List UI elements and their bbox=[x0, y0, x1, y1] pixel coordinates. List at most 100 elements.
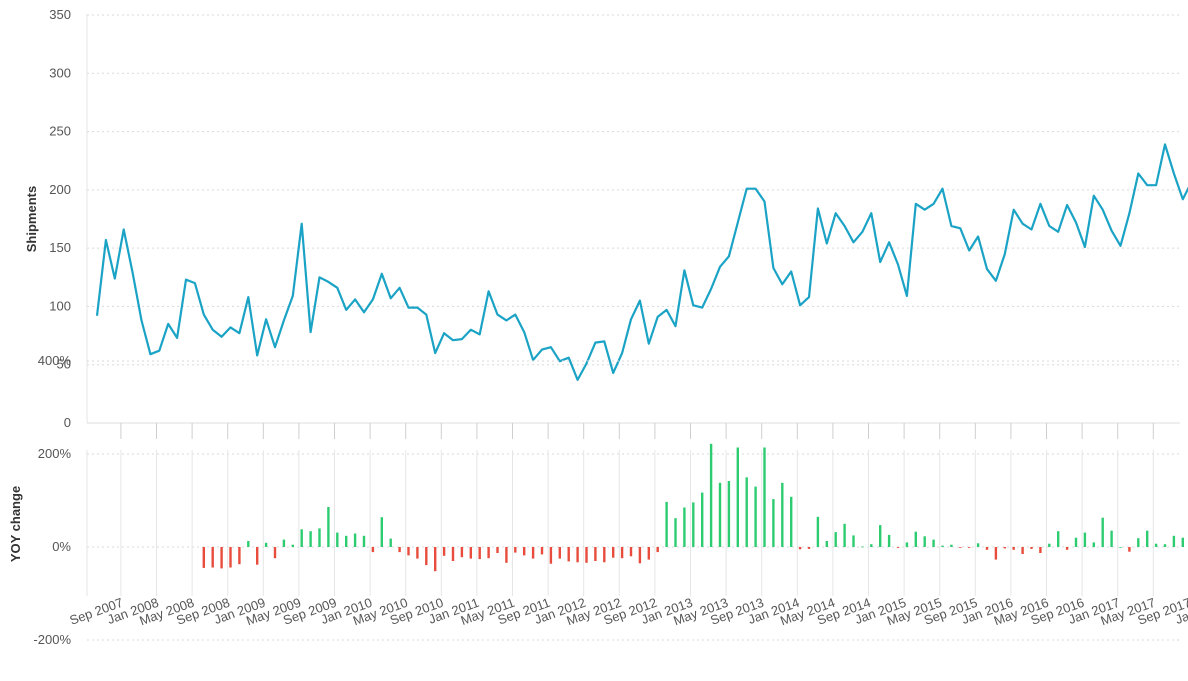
yoy-bar bbox=[1119, 547, 1122, 548]
yoy-bar bbox=[1012, 547, 1015, 550]
yoy-bar bbox=[852, 535, 855, 547]
yoy-bar bbox=[523, 547, 526, 556]
yoy-bar bbox=[505, 547, 508, 563]
yoy-bar bbox=[620, 547, 624, 559]
yoy-bar bbox=[469, 547, 472, 559]
yoy-bar bbox=[612, 547, 615, 558]
yoy-bar bbox=[442, 547, 446, 556]
y-tick-label: 100 bbox=[49, 298, 71, 313]
yoy-bar bbox=[665, 501, 668, 547]
yoy-bar bbox=[843, 523, 846, 548]
yoy-bar bbox=[1083, 532, 1087, 547]
yoy-bar bbox=[736, 447, 739, 547]
yoy-bar bbox=[1030, 547, 1033, 549]
yoy-bar bbox=[603, 547, 606, 563]
yoy-bar bbox=[968, 547, 971, 548]
yoy-bar bbox=[371, 547, 375, 553]
yoy-bar bbox=[879, 525, 882, 547]
yoy-bar bbox=[549, 547, 553, 564]
yoy-bar bbox=[273, 547, 277, 559]
yoy-bar bbox=[264, 542, 268, 547]
yoy-y-axis-label: YOY change bbox=[8, 486, 23, 562]
yoy-bar bbox=[870, 544, 873, 547]
y-tick-label: 0% bbox=[52, 539, 71, 554]
y-tick-label: 200% bbox=[38, 446, 72, 461]
y-tick-label: 200 bbox=[49, 182, 71, 197]
yoy-bar bbox=[434, 547, 437, 572]
yoy-bar bbox=[754, 486, 757, 548]
yoy-bar bbox=[514, 547, 517, 553]
yoy-bar bbox=[416, 547, 419, 559]
yoy-bar bbox=[683, 507, 686, 547]
yoy-bar bbox=[460, 547, 464, 558]
yoy-bar bbox=[950, 544, 953, 547]
yoy-bar bbox=[585, 547, 588, 563]
y-tick-label: 300 bbox=[49, 65, 71, 80]
yoy-bar bbox=[496, 547, 499, 553]
y-tick-label: -200% bbox=[33, 632, 71, 647]
yoy-bar bbox=[745, 477, 748, 548]
yoy-bar bbox=[629, 547, 633, 557]
yoy-bar bbox=[425, 547, 428, 566]
yoy-bars bbox=[202, 443, 1184, 572]
yoy-bar bbox=[932, 539, 935, 547]
yoy-bar bbox=[1092, 542, 1095, 548]
yoy-bar bbox=[478, 547, 481, 560]
shipments-y-axis-label: Shipments bbox=[24, 186, 39, 252]
yoy-bar bbox=[905, 542, 909, 548]
yoy-bar bbox=[1146, 530, 1149, 547]
yoy-bar bbox=[353, 533, 357, 547]
shipments-series-line bbox=[95, 143, 1188, 381]
yoy-bar bbox=[487, 547, 490, 559]
yoy-bar bbox=[763, 447, 766, 547]
yoy-bar bbox=[1110, 530, 1113, 547]
yoy-bar bbox=[772, 499, 775, 547]
yoy-bar bbox=[674, 518, 677, 547]
yoy-bar bbox=[1163, 544, 1167, 547]
yoy-bar bbox=[211, 547, 214, 568]
yoy-bar bbox=[727, 481, 731, 547]
yoy-bar bbox=[558, 547, 561, 559]
yoy-bar bbox=[531, 547, 535, 559]
yoy-bar bbox=[345, 535, 348, 547]
yoy-bar bbox=[229, 547, 232, 568]
y-tick-label: 0 bbox=[64, 415, 71, 430]
yoy-bar bbox=[220, 547, 223, 569]
yoy-bar bbox=[985, 547, 989, 550]
yoy-bar bbox=[1128, 547, 1131, 552]
yoy-bar bbox=[202, 547, 205, 568]
yoy-bar bbox=[701, 492, 704, 547]
yoy-bar bbox=[407, 547, 410, 556]
yoy-bar bbox=[825, 541, 828, 547]
yoy-bar bbox=[887, 534, 891, 547]
yoy-bar bbox=[318, 528, 321, 547]
yoy-bar bbox=[389, 538, 392, 547]
yoy-y-axis: 400% 200% 0% -200% bbox=[33, 353, 71, 647]
yoy-bar bbox=[807, 547, 811, 549]
yoy-gridlines bbox=[86, 360, 1180, 641]
yoy-bar bbox=[1003, 547, 1006, 549]
yoy-bar bbox=[309, 531, 312, 547]
y-tick-label: 250 bbox=[49, 124, 71, 139]
yoy-bar bbox=[896, 547, 900, 548]
yoy-bar bbox=[1181, 537, 1184, 547]
yoy-bar bbox=[1154, 543, 1158, 547]
yoy-bar bbox=[647, 547, 650, 560]
yoy-bar bbox=[256, 547, 259, 565]
yoy-bar bbox=[327, 507, 330, 547]
y-tick-label: 350 bbox=[49, 7, 71, 22]
yoy-bar bbox=[816, 516, 820, 547]
yoy-bar bbox=[1074, 537, 1078, 547]
yoy-bar bbox=[1065, 547, 1069, 550]
yoy-bar bbox=[362, 535, 366, 547]
yoy-bar bbox=[282, 539, 286, 547]
yoy-bar bbox=[238, 547, 241, 565]
shipments-gridlines bbox=[86, 14, 1180, 424]
yoy-bar bbox=[656, 547, 659, 553]
yoy-bar bbox=[994, 547, 998, 560]
yoy-bar bbox=[718, 482, 722, 547]
yoy-bar bbox=[291, 544, 294, 547]
y-tick-label: 50 bbox=[57, 357, 71, 372]
yoy-bar bbox=[576, 547, 579, 563]
